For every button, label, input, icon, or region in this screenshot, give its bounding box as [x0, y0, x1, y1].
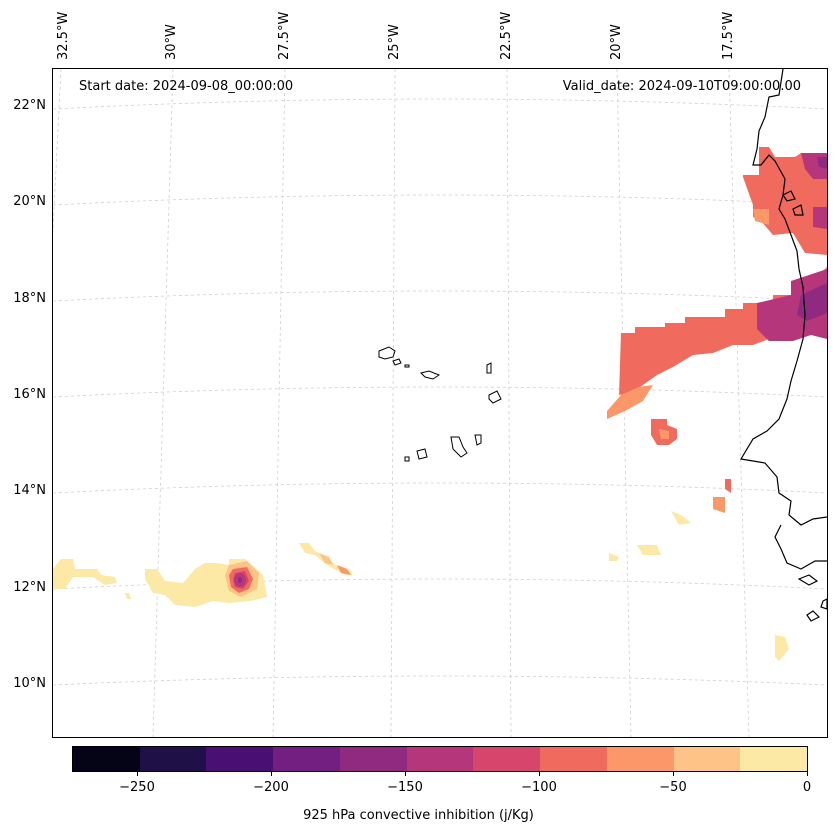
colorbar-tick-label: 0: [802, 780, 812, 795]
colorbar-tickmark: [271, 772, 272, 776]
colorbar-swatch: [139, 747, 207, 771]
colorbar-tickmark: [405, 772, 406, 776]
coastline-guinea: [774, 524, 827, 570]
lon-label-17-5w: 17.5°W: [721, 11, 736, 60]
coastline-bijagos: [806, 598, 827, 622]
start-date-label: Start date: 2024-09-08_00:00:00: [79, 79, 294, 94]
colorbar-swatch: [740, 747, 808, 771]
colorbar-tick-label: −200: [253, 780, 289, 795]
lon-label-20w: 20°W: [609, 24, 624, 60]
lat-label-20n: 20°N: [13, 194, 46, 209]
coastline: [740, 69, 827, 622]
lat-label-14n: 14°N: [13, 483, 46, 498]
colorbar-label: 925 hPa convective inhibition (j/Kg): [303, 808, 534, 823]
colorbar-tickmark: [539, 772, 540, 776]
lat-label-18n: 18°N: [13, 291, 46, 306]
lat-label-22n: 22°N: [13, 98, 46, 113]
cape-verde-islands: [378, 346, 502, 462]
colorbar-swatch: [273, 747, 340, 771]
cin-region-mid-small-core: [659, 429, 669, 439]
lat-label-16n: 16°N: [13, 387, 46, 402]
colorbar-swatch: [473, 747, 541, 771]
cin-blob-e: [609, 553, 619, 561]
lon-label-32-5w: 32.5°W: [56, 11, 71, 60]
colorbar-tickmark: [673, 772, 674, 776]
colorbar-swatch: [206, 747, 274, 771]
colorbar-tick-label: −50: [659, 780, 687, 795]
island-maio: [474, 434, 482, 446]
colorbar-swatch: [406, 747, 474, 771]
colorbar-tickmark: [807, 772, 808, 776]
lon-label-22-5w: 22.5°W: [499, 11, 514, 60]
map-canvas: [53, 69, 827, 737]
colorbar-tick-label: −150: [387, 780, 423, 795]
island-sal: [486, 362, 492, 374]
cin-region-mid-magenta: [757, 269, 827, 341]
graticule: [53, 69, 827, 737]
colorbar-tick-label: −250: [119, 780, 155, 795]
cin-blob-f: [775, 635, 789, 661]
cin-fields: [53, 147, 827, 661]
cin-blob-a: [713, 497, 725, 513]
coastline-guinea-islands: [797, 574, 819, 586]
cin-region-north-edge: [753, 209, 769, 225]
colorbar-swatch: [540, 747, 607, 771]
cin-streak-core: [319, 553, 333, 565]
colorbar: [72, 746, 808, 772]
island-santo-antao: [378, 346, 396, 360]
cin-blob-b: [725, 479, 731, 493]
colorbar-swatch: [339, 747, 407, 771]
cin-region-west: [53, 559, 117, 589]
lat-label-10n: 10°N: [13, 676, 46, 691]
cin-region-mid-tail: [607, 385, 653, 419]
island-santiago: [450, 436, 468, 458]
cin-region-north-inner: [817, 157, 827, 169]
lon-label-25w: 25°W: [387, 24, 402, 60]
cin-streak-tail: [337, 565, 351, 575]
cin-blob-d: [637, 545, 661, 555]
colorbar-tickmark: [137, 772, 138, 776]
map-frame: Start date: 2024-09-08_00:00:00 Valid_da…: [52, 68, 828, 738]
cin-core-eye: [238, 577, 242, 583]
island-sao-nicolau: [420, 370, 441, 380]
valid-date-label: Valid_date: 2024-09-10T09:00:00.00: [562, 79, 801, 94]
lon-label-27-5w: 27.5°W: [277, 11, 292, 60]
coastline-north-islands: [782, 190, 804, 216]
lon-label-30w: 30°W: [164, 24, 179, 60]
cin-blob-c: [671, 511, 691, 525]
island-fogo: [416, 448, 428, 460]
coastline-mauritania-senegal: [740, 69, 827, 526]
colorbar-swatch: [606, 747, 674, 771]
island-brava: [404, 456, 410, 462]
cin-region-north-core2: [813, 207, 827, 229]
colorbar-tick-label: −100: [521, 780, 557, 795]
colorbar-swatch: [673, 747, 741, 771]
cin-region-west-b: [125, 593, 131, 599]
lat-label-12n: 12°N: [13, 580, 46, 595]
island-santa-luzia: [404, 364, 410, 368]
island-sao-vicente: [392, 358, 402, 366]
colorbar-swatch: [73, 747, 140, 771]
island-boa-vista: [488, 390, 502, 404]
cin-region-north: [743, 147, 827, 255]
